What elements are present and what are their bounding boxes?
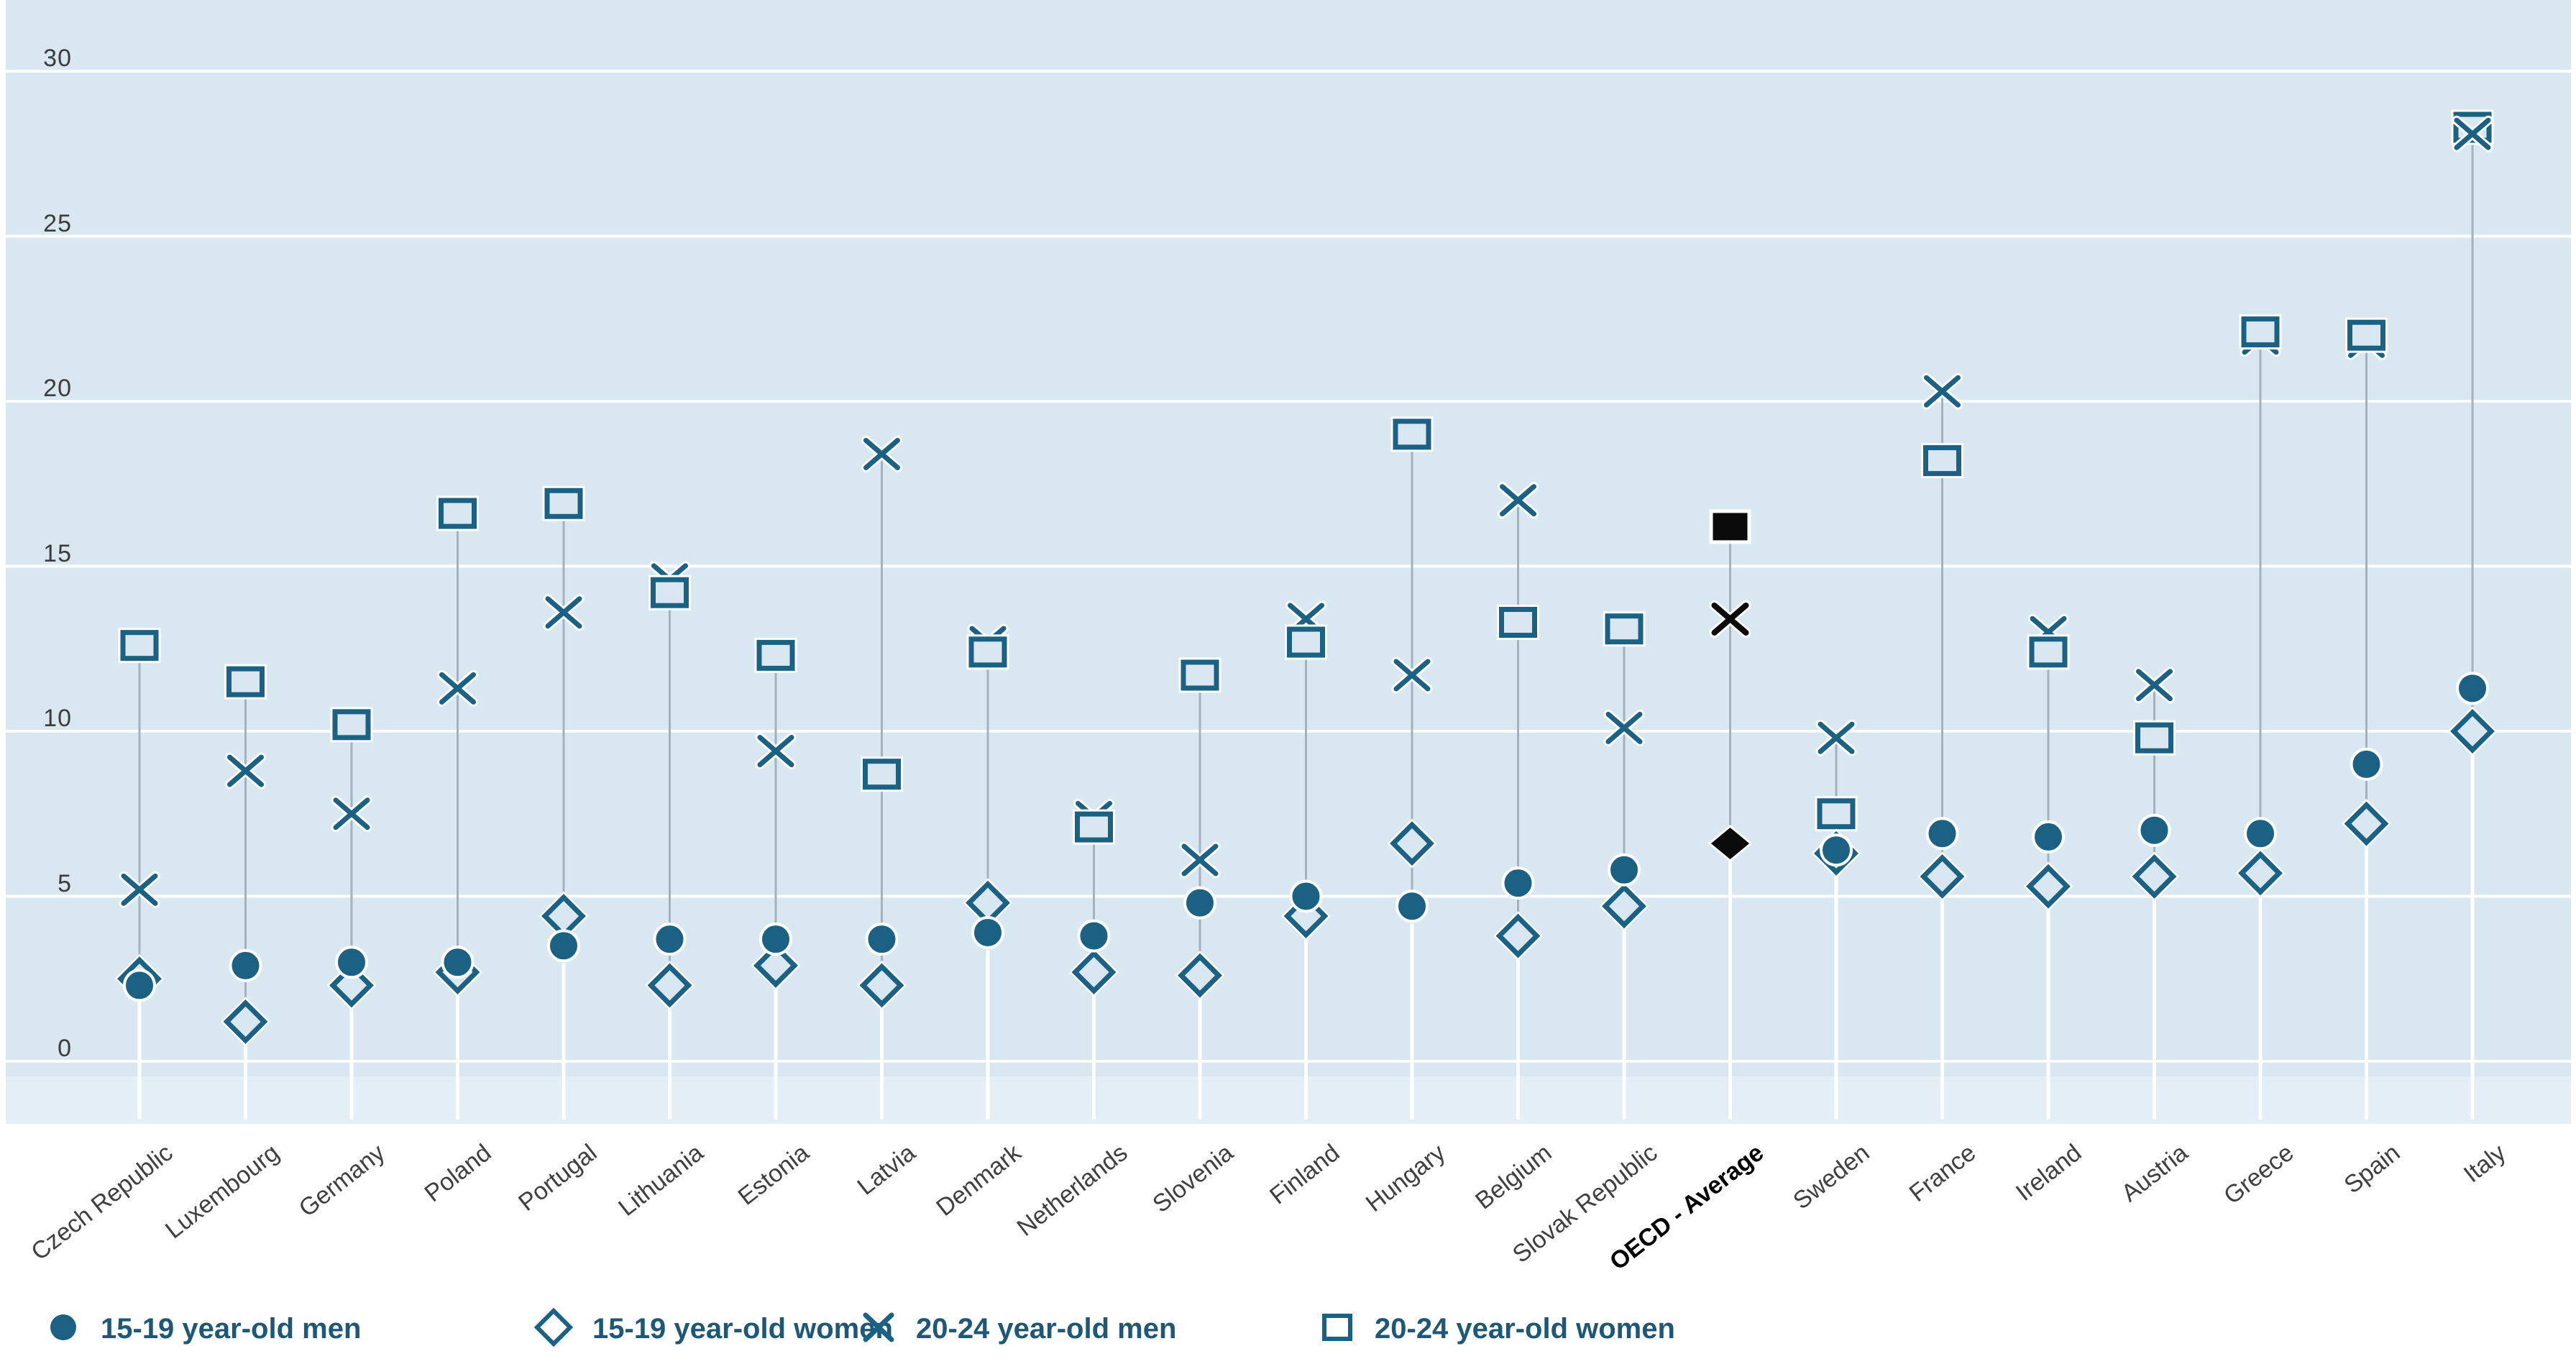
- y-tick-label-25: 25: [43, 209, 72, 237]
- legend-label: 20-24 year-old women: [1375, 1312, 1675, 1345]
- country-column-hungary: [1387, 416, 1437, 1120]
- country-column-slovenia: [1175, 657, 1225, 1120]
- filled-circle-icon: [45, 1309, 82, 1350]
- plot-background: [6, 0, 2571, 1124]
- country-column-luxembourg: [221, 664, 270, 1120]
- legend-label: 15-19 year-old women: [592, 1312, 893, 1345]
- legend-item-2: 15-19 year-old women: [533, 1300, 893, 1358]
- chart-legend: 15-19 year-old men 15-19 year-old women 20…: [0, 1300, 2576, 1358]
- country-column-sweden: [1811, 719, 1861, 1120]
- legend-item-3: 20-24 year-old men: [860, 1300, 1176, 1358]
- country-column-austria: [2130, 667, 2179, 1120]
- country-column-poland: [433, 495, 482, 1120]
- country-column-greece: [2235, 314, 2286, 1120]
- country-column-france: [1917, 372, 1967, 1120]
- country-column-belgium: [1493, 482, 1543, 1120]
- country-column-germany: [326, 707, 377, 1120]
- country-column-denmark: [963, 623, 1013, 1120]
- y-tick-label-20: 20: [43, 375, 72, 402]
- country-column-slovak-republic: [1599, 611, 1649, 1120]
- country-column-oecd-average: [1708, 509, 1753, 1120]
- open-diamond-icon: [533, 1307, 574, 1351]
- country-column-italy: [2447, 109, 2498, 1120]
- country-column-finland: [1281, 600, 1331, 1120]
- legend-label: 15-19 year-old men: [101, 1312, 362, 1345]
- y-tick-label-0: 0: [58, 1035, 72, 1062]
- x-cross-icon: [860, 1309, 897, 1350]
- open-square-icon: [1319, 1309, 1356, 1350]
- country-column-latvia: [857, 435, 907, 1120]
- axis-band: [6, 1076, 2571, 1124]
- y-tick-label-10: 10: [43, 705, 72, 732]
- country-column-spain: [2342, 317, 2391, 1120]
- country-column-estonia: [751, 637, 801, 1120]
- legend-label: 20-24 year-old men: [916, 1312, 1177, 1345]
- legend-item-4: 20-24 year-old women: [1319, 1300, 1675, 1358]
- country-column-ireland: [2023, 613, 2073, 1120]
- y-tick-label-5: 5: [58, 869, 72, 897]
- country-column-netherlands: [1069, 798, 1119, 1120]
- y-tick-label-15: 15: [43, 539, 72, 567]
- legend-item-1: 15-19 year-old men: [45, 1300, 361, 1358]
- country-column-czech-republic: [114, 628, 165, 1120]
- y-tick-label-30: 30: [43, 45, 72, 72]
- country-column-portugal: [538, 485, 589, 1120]
- country-column-lithuania: [645, 561, 695, 1120]
